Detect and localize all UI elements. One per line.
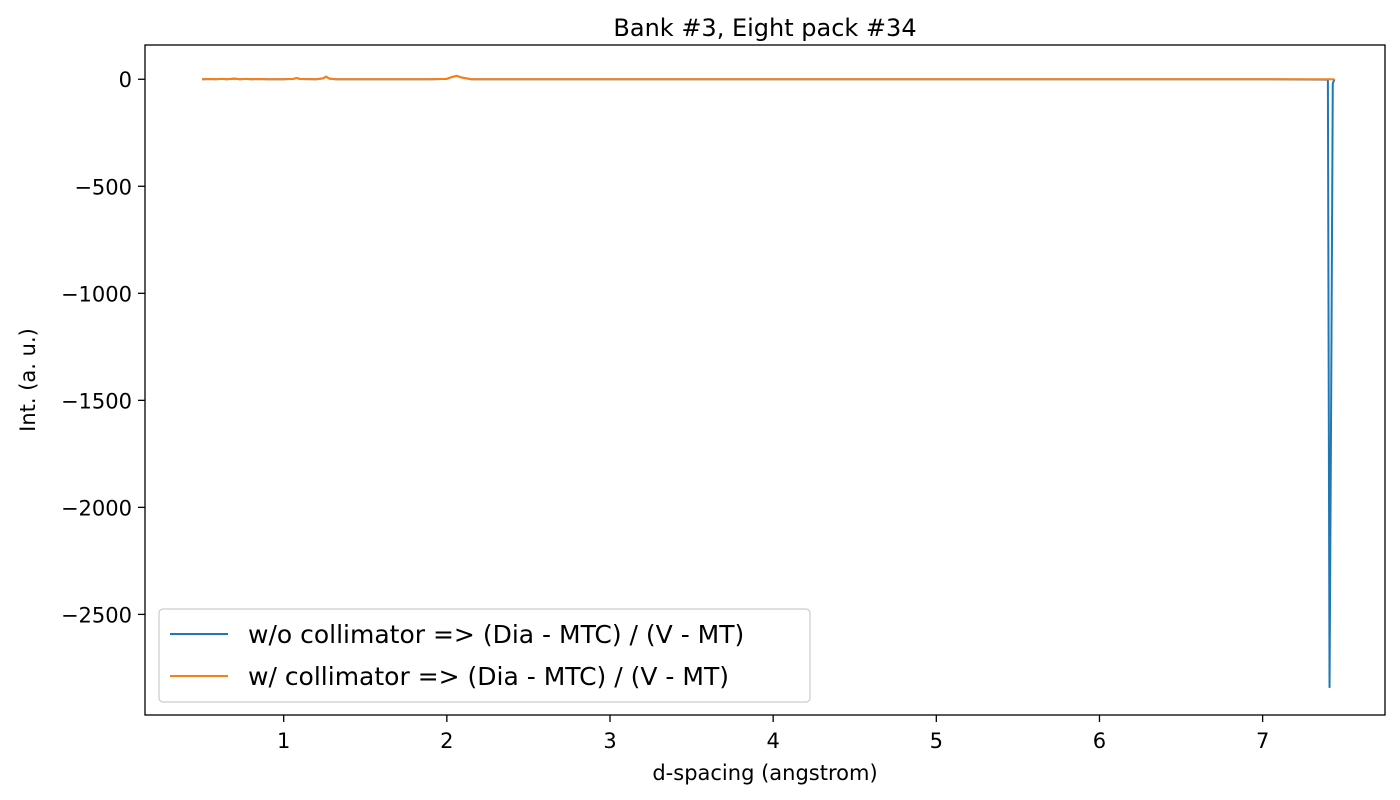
y-axis-title: Int. (a. u.)	[16, 328, 40, 432]
x-tick-label: 6	[1093, 729, 1106, 753]
legend-label-without-collimator: w/o collimator => (Dia - MTC) / (V - MT)	[248, 620, 744, 649]
x-tick-label: 7	[1256, 729, 1269, 753]
x-axis-ticks: 1 2 3 4 5 6 7	[277, 715, 1269, 753]
legend-label-with-collimator: w/ collimator => (Dia - MTC) / (V - MT)	[248, 662, 729, 691]
x-axis-title: d-spacing (angstrom)	[652, 761, 877, 785]
plot-frame	[144, 44, 1386, 716]
y-axis-ticks: 0 −500 −1000 −1500 −2000 −2500	[61, 68, 145, 627]
y-tick-label: −1500	[61, 389, 132, 413]
y-tick-label: −1000	[61, 282, 132, 306]
chart-title: Bank #3, Eight pack #34	[613, 14, 916, 42]
plot-series	[202, 74, 1336, 689]
y-tick-label: −2000	[61, 496, 132, 520]
x-tick-label: 3	[603, 729, 616, 753]
y-tick-label: −2500	[61, 603, 132, 627]
series-line-0	[202, 74, 1336, 689]
x-tick-label: 2	[440, 729, 453, 753]
legend-box	[158, 608, 811, 703]
x-tick-label: 5	[930, 729, 943, 753]
series-line-1	[202, 74, 1335, 81]
y-tick-label: −500	[74, 175, 132, 199]
y-tick-label: 0	[119, 68, 132, 92]
legend: w/o collimator => (Dia - MTC) / (V - MT)…	[158, 608, 811, 703]
x-tick-label: 1	[277, 729, 290, 753]
x-tick-label: 4	[766, 729, 779, 753]
